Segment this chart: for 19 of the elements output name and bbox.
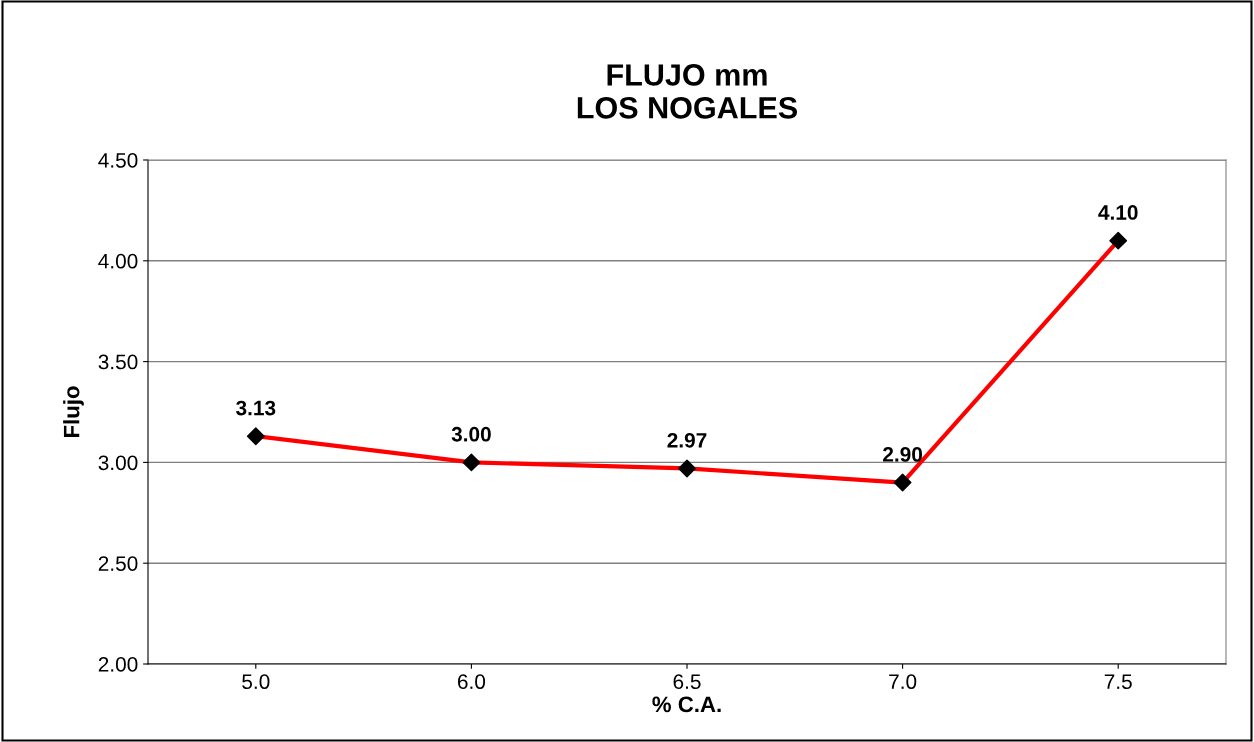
y-tick-label: 3.00 (98, 455, 138, 471)
y-axis-title: Flujo (63, 386, 84, 438)
y-tick-label: 2.50 (98, 556, 138, 571)
data-label: 2.90 (883, 447, 923, 462)
x-tick-label: 6.0 (457, 674, 486, 690)
x-tick-label: 6.5 (673, 674, 701, 690)
x-axis-title: % C.A. (652, 696, 721, 713)
x-tick-label: 7.5 (1104, 674, 1132, 690)
y-tick-label: 2.00 (98, 657, 138, 672)
data-label: 2.97 (667, 432, 707, 448)
y-tick-label: 4.00 (98, 253, 138, 269)
x-tick-label: 7.0 (889, 674, 917, 690)
chart-title: FLUJO mm LOS NOGALES (577, 64, 797, 119)
x-tick-label: 5.0 (242, 674, 270, 690)
data-label: 3.13 (236, 400, 276, 416)
y-tick-label: 4.50 (98, 153, 138, 168)
data-label: 4.10 (1098, 205, 1138, 220)
y-tick-label: 3.50 (98, 354, 138, 370)
data-label: 3.00 (451, 426, 491, 442)
